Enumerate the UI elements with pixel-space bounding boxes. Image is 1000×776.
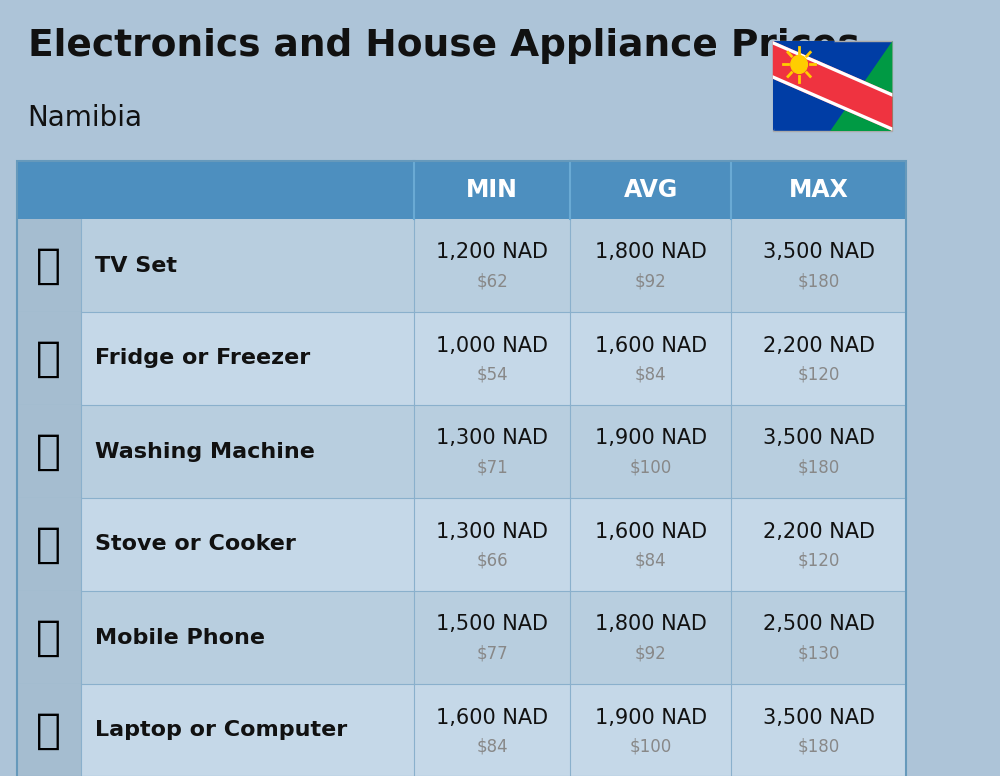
FancyBboxPatch shape <box>17 684 906 776</box>
Polygon shape <box>773 41 835 131</box>
FancyBboxPatch shape <box>17 591 906 684</box>
Text: 1,000 NAD: 1,000 NAD <box>436 335 548 355</box>
Text: $84: $84 <box>476 737 508 756</box>
Text: $180: $180 <box>798 272 840 290</box>
Polygon shape <box>773 75 892 131</box>
Text: 1,900 NAD: 1,900 NAD <box>595 708 707 728</box>
Text: $180: $180 <box>798 737 840 756</box>
FancyBboxPatch shape <box>17 161 81 219</box>
Text: MAX: MAX <box>789 178 849 202</box>
Text: 2,200 NAD: 2,200 NAD <box>763 335 875 355</box>
Text: $100: $100 <box>630 459 672 476</box>
Text: 1,600 NAD: 1,600 NAD <box>436 708 548 728</box>
Text: $84: $84 <box>635 365 667 383</box>
Text: 3,500 NAD: 3,500 NAD <box>763 428 875 449</box>
Text: $130: $130 <box>798 645 840 663</box>
Text: Namibia: Namibia <box>28 104 143 132</box>
Text: 1,500 NAD: 1,500 NAD <box>436 615 548 635</box>
Text: Mobile Phone: Mobile Phone <box>95 628 265 647</box>
Text: Stove or Cooker: Stove or Cooker <box>95 535 296 555</box>
Text: Fridge or Freezer: Fridge or Freezer <box>95 348 310 369</box>
Text: Laptop or Computer: Laptop or Computer <box>95 720 347 740</box>
Text: $92: $92 <box>635 645 667 663</box>
Text: $66: $66 <box>476 552 508 570</box>
FancyBboxPatch shape <box>17 498 906 591</box>
Text: 1,800 NAD: 1,800 NAD <box>595 615 707 635</box>
Text: 📺: 📺 <box>36 244 61 286</box>
Text: $84: $84 <box>635 552 667 570</box>
Text: MIN: MIN <box>466 178 518 202</box>
Text: 2,200 NAD: 2,200 NAD <box>763 521 875 542</box>
Text: 1,900 NAD: 1,900 NAD <box>595 428 707 449</box>
Text: $120: $120 <box>798 365 840 383</box>
Text: $120: $120 <box>798 552 840 570</box>
Text: 1,800 NAD: 1,800 NAD <box>595 242 707 262</box>
FancyBboxPatch shape <box>17 219 81 312</box>
Text: 🌀: 🌀 <box>36 431 61 473</box>
Text: 2,500 NAD: 2,500 NAD <box>763 615 875 635</box>
FancyBboxPatch shape <box>17 312 906 405</box>
Text: Electronics and House Appliance Prices: Electronics and House Appliance Prices <box>28 28 859 64</box>
Polygon shape <box>773 41 892 131</box>
FancyBboxPatch shape <box>773 41 892 131</box>
Polygon shape <box>830 41 892 131</box>
Text: 1,600 NAD: 1,600 NAD <box>595 335 707 355</box>
Text: 🔥: 🔥 <box>36 524 61 566</box>
Text: 1,300 NAD: 1,300 NAD <box>436 521 548 542</box>
Text: $92: $92 <box>635 272 667 290</box>
FancyBboxPatch shape <box>17 405 906 498</box>
Text: 📱: 📱 <box>36 616 61 659</box>
FancyBboxPatch shape <box>17 219 906 312</box>
Text: $71: $71 <box>476 459 508 476</box>
Text: 🧊: 🧊 <box>36 338 61 379</box>
Text: $77: $77 <box>476 645 508 663</box>
FancyBboxPatch shape <box>17 312 81 405</box>
FancyBboxPatch shape <box>17 591 81 684</box>
Circle shape <box>791 55 807 74</box>
Text: AVG: AVG <box>624 178 678 202</box>
FancyBboxPatch shape <box>17 161 906 219</box>
Polygon shape <box>773 41 892 97</box>
Text: $180: $180 <box>798 459 840 476</box>
Text: TV Set: TV Set <box>95 255 177 275</box>
Text: $100: $100 <box>630 737 672 756</box>
FancyBboxPatch shape <box>17 684 81 776</box>
Text: Washing Machine: Washing Machine <box>95 442 315 462</box>
Text: 💻: 💻 <box>36 709 61 751</box>
FancyBboxPatch shape <box>17 498 81 591</box>
Text: 1,300 NAD: 1,300 NAD <box>436 428 548 449</box>
Text: 1,600 NAD: 1,600 NAD <box>595 521 707 542</box>
Text: 3,500 NAD: 3,500 NAD <box>763 708 875 728</box>
Text: 3,500 NAD: 3,500 NAD <box>763 242 875 262</box>
Text: 1,200 NAD: 1,200 NAD <box>436 242 548 262</box>
Text: $54: $54 <box>476 365 508 383</box>
Text: $62: $62 <box>476 272 508 290</box>
FancyBboxPatch shape <box>17 405 81 498</box>
